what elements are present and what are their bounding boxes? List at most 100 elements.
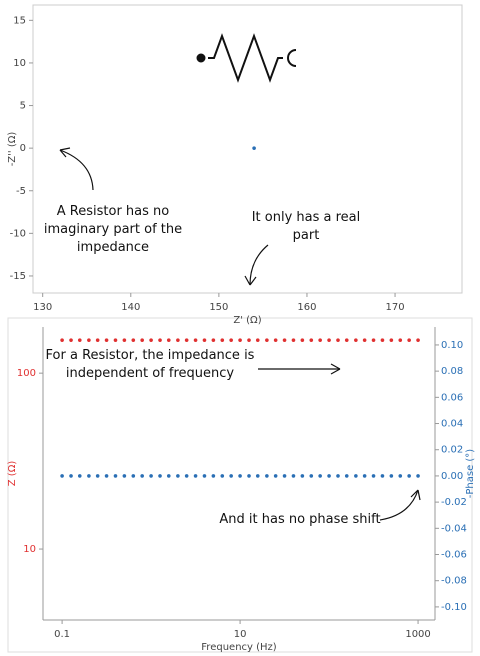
point <box>327 338 331 342</box>
y2-tick-label: -0.02 <box>441 497 467 508</box>
point <box>354 338 358 342</box>
arrows <box>59 147 421 521</box>
point <box>202 338 207 342</box>
point <box>193 474 198 478</box>
point <box>69 474 73 478</box>
point <box>398 338 403 342</box>
point <box>273 474 278 478</box>
point <box>104 338 109 342</box>
y2-tick-label: 0.04 <box>441 419 463 430</box>
y-tick-label: 15 <box>13 15 26 26</box>
point <box>291 338 296 342</box>
point <box>158 338 162 342</box>
point <box>166 338 171 342</box>
point <box>184 338 189 342</box>
point <box>140 338 144 342</box>
y-axis-title: -Z'' (Ω) <box>7 132 18 167</box>
point <box>184 474 189 478</box>
point <box>193 338 198 342</box>
point <box>166 474 171 478</box>
point <box>255 474 260 478</box>
point <box>336 338 340 342</box>
point <box>327 474 331 478</box>
point <box>229 338 233 342</box>
y-axis-title: Z (Ω) <box>7 461 18 487</box>
y-tick-label: -5 <box>16 186 26 197</box>
point <box>113 474 118 478</box>
x-tick-label: 130 <box>33 302 52 313</box>
point <box>211 338 216 342</box>
point <box>60 474 64 478</box>
point <box>131 338 136 342</box>
point <box>407 338 411 342</box>
point <box>140 474 144 478</box>
point <box>416 338 420 342</box>
annotation: For a Resistor, the impedance is indepen… <box>45 348 255 381</box>
point <box>398 474 403 478</box>
point <box>291 474 296 478</box>
point <box>60 338 64 342</box>
point <box>252 146 256 150</box>
plot-frame <box>32 4 463 294</box>
point <box>300 474 305 478</box>
point <box>380 474 385 478</box>
point <box>104 474 109 478</box>
point <box>265 338 269 342</box>
point <box>131 474 136 478</box>
point <box>336 474 340 478</box>
resistor-symbol <box>196 33 297 83</box>
point <box>229 474 233 478</box>
point <box>344 338 349 342</box>
point <box>77 474 82 478</box>
x-tick-label: 1000 <box>405 629 430 640</box>
y2-tick-label: -0.04 <box>441 523 467 534</box>
annotation: It only has a real part <box>251 210 361 243</box>
annotation: And it has no phase shift <box>219 512 381 527</box>
x-tick-label: 10 <box>234 629 247 640</box>
y2-tick-label: -0.10 <box>441 602 467 613</box>
point <box>416 474 420 478</box>
plot-frame <box>7 317 473 653</box>
y-tick-label: 100 <box>17 368 36 379</box>
point <box>371 474 376 478</box>
point <box>238 338 242 342</box>
point <box>362 474 367 478</box>
point <box>238 474 242 478</box>
point <box>407 474 411 478</box>
y-tick-label: -15 <box>10 271 26 282</box>
point <box>354 474 358 478</box>
point <box>247 338 251 342</box>
point <box>273 338 278 342</box>
x-tick-label: 160 <box>297 302 316 313</box>
y2-tick-label: 0.08 <box>441 366 463 377</box>
point <box>309 338 314 342</box>
x-axis-title: Z' (Ω) <box>233 315 261 326</box>
point <box>309 474 314 478</box>
x-tick-label: 150 <box>209 302 228 313</box>
y-tick-label: 5 <box>20 101 26 112</box>
point <box>87 474 91 478</box>
y-tick-label: 10 <box>23 544 36 555</box>
point <box>265 474 269 478</box>
point <box>113 338 118 342</box>
point <box>282 474 287 478</box>
point <box>220 338 225 342</box>
y2-axis-title: -Phase (°) <box>465 449 476 499</box>
x-axis-title: Frequency (Hz) <box>201 642 277 653</box>
y2-tick-label: 0.06 <box>441 392 463 403</box>
point <box>389 338 394 342</box>
point <box>87 338 91 342</box>
y2-tick-label: 0.00 <box>441 471 463 482</box>
point <box>95 474 100 478</box>
point <box>158 474 162 478</box>
point <box>176 474 180 478</box>
point <box>247 474 251 478</box>
y2-tick-label: -0.08 <box>441 576 467 587</box>
point <box>220 474 225 478</box>
x-tick-label: 140 <box>121 302 140 313</box>
point <box>282 338 287 342</box>
y-tick-label: 0 <box>20 143 26 154</box>
point <box>211 474 216 478</box>
